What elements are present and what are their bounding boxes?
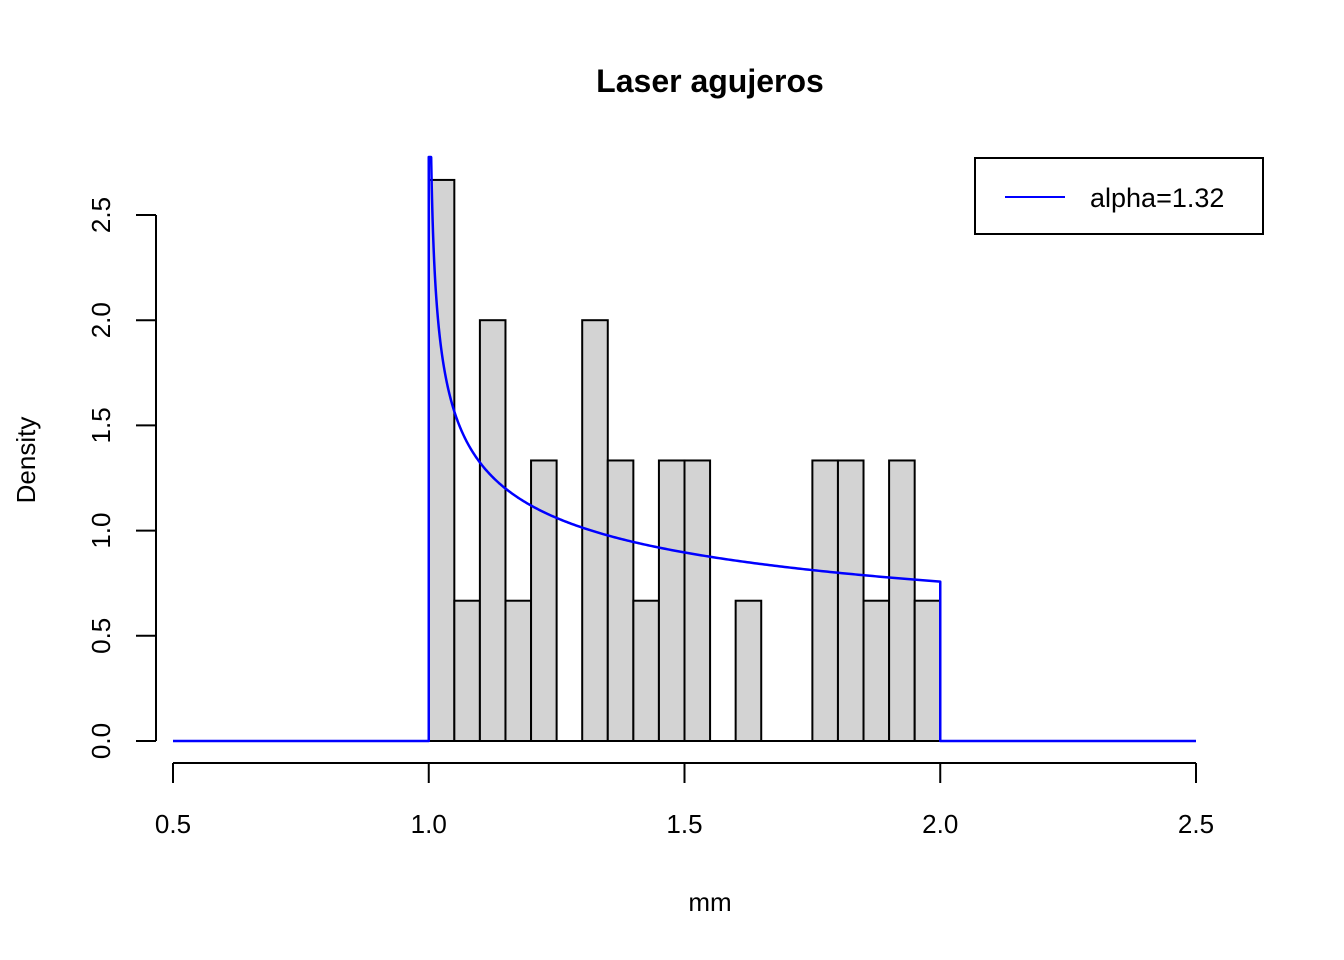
axes: 0.5 1.0 1.5 2.0 2.5 0.0 0.5 1.0 1.5 2.0 2.5 [86, 197, 1214, 839]
histogram-bar-1 [453, 599, 481, 742]
histogram-bar-18 [888, 459, 916, 742]
histogram-bar-8 [632, 599, 660, 742]
y-axis-label: Density [11, 417, 41, 504]
x-tick-label-0: 0.5 [155, 809, 191, 839]
histogram-bar-15 [811, 459, 839, 742]
chart-title: Laser agujeros [596, 63, 824, 99]
x-tick-label-1: 1.0 [411, 809, 447, 839]
histogram-bar-4 [530, 459, 558, 742]
y-tick-label-4: 2.0 [86, 302, 116, 338]
histogram-bar-2 [478, 319, 507, 742]
y-tick-label-0: 0.0 [86, 723, 116, 759]
histogram-bar-17 [862, 599, 891, 742]
density-curve-layer [173, 155, 1196, 743]
histogram-bar-0 [427, 178, 456, 742]
histogram-bar-7 [606, 459, 635, 742]
histogram-bar-12 [734, 599, 763, 742]
y-tick-label-1: 0.5 [86, 618, 116, 654]
histogram-bar-16 [836, 459, 865, 742]
x-tick-label-4: 2.5 [1178, 809, 1214, 839]
y-tick-label-2: 1.0 [86, 513, 116, 549]
histogram-bar-10 [683, 459, 712, 742]
x-tick-label-2: 1.5 [666, 809, 702, 839]
x-tick-label-3: 2.0 [922, 809, 958, 839]
x-axis-label: mm [688, 887, 731, 917]
legend: alpha=1.32 [974, 157, 1264, 235]
density-curve-alpha [173, 155, 1196, 743]
histogram-bars [427, 178, 942, 742]
histogram-bar-3 [504, 599, 533, 742]
y-tick-label-3: 1.5 [86, 407, 116, 443]
histogram-bar-19 [913, 599, 942, 742]
legend-entry-label: alpha=1.32 [1090, 183, 1224, 213]
histogram-bar-9 [657, 459, 686, 742]
y-tick-label-5: 2.5 [86, 197, 116, 233]
